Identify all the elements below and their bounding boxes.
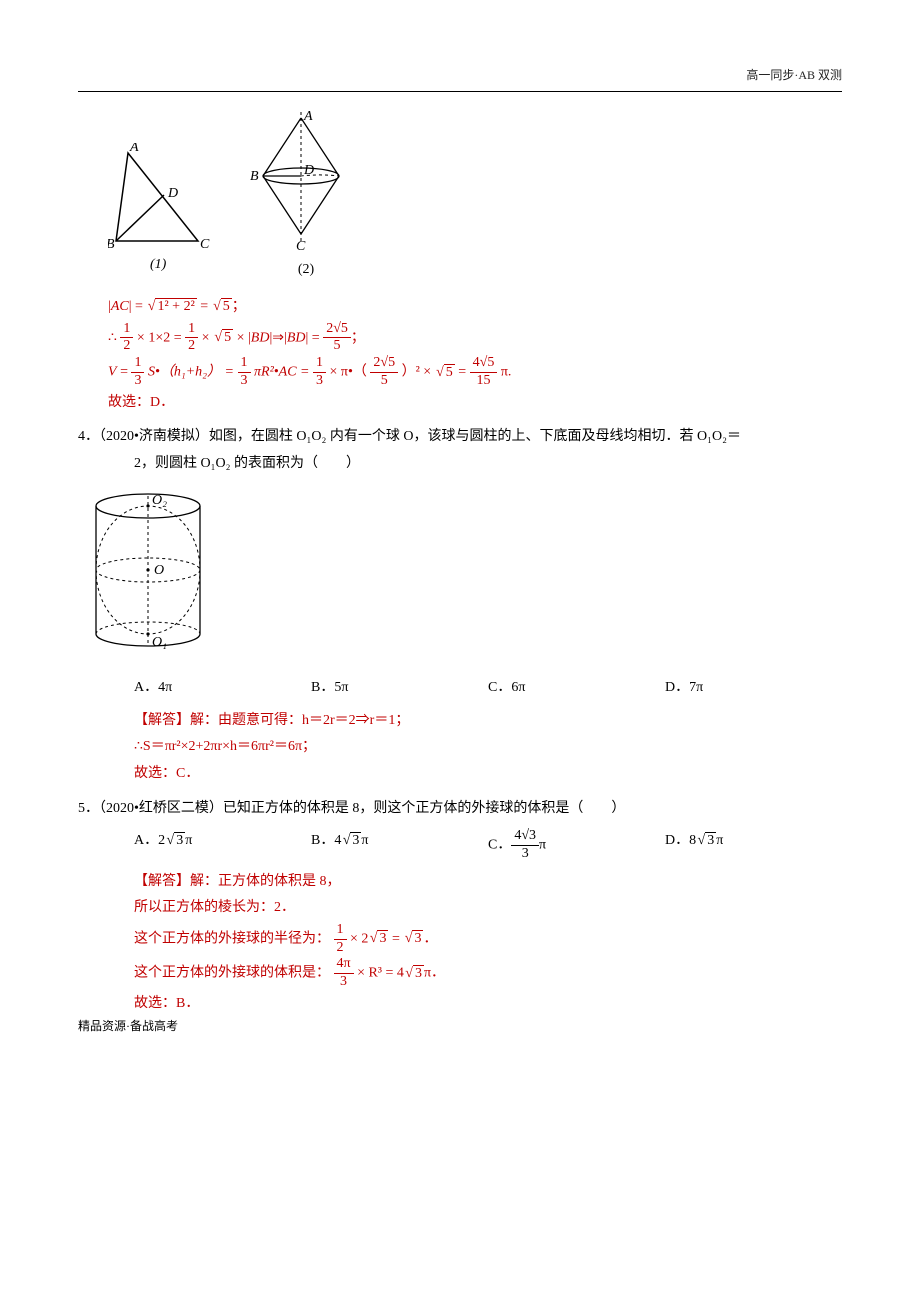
q4-sol-label: 【解答】 bbox=[134, 713, 190, 728]
sol3-line3: V = 13 S•（h₁+h₂） = 13 πR²•AC = 13 × π•（ … bbox=[108, 355, 842, 390]
question-5: 5．（2020•红桥区二模）已知正方体的体积是 8，则这个正方体的外接球的体积是… bbox=[108, 796, 842, 823]
sol3-radicand: 1² + 2² bbox=[155, 298, 196, 314]
q5-stem: 已知正方体的体积是 8，则这个正方体的外接球的体积是（ ） bbox=[223, 801, 626, 816]
svg-text:O: O bbox=[154, 563, 164, 578]
sol3-line2: ∴ 12 × 1×2 = 12 × 5 × |BD|⇒|BD| = 2√55； bbox=[108, 321, 842, 356]
q4-source: （2020•济南模拟） bbox=[99, 429, 209, 444]
q4-answer: 故选：C． bbox=[134, 761, 842, 788]
svg-text:(1): (1) bbox=[150, 257, 167, 272]
q4-options: A．4π B．5π C．6π D．7π bbox=[134, 675, 842, 702]
q5-answer: 故选：B． bbox=[134, 991, 842, 1018]
svg-text:O₁: O₁ bbox=[152, 635, 167, 650]
page-footer: 精品资源·备战高考 bbox=[78, 1015, 178, 1038]
svg-text:O₂: O₂ bbox=[152, 493, 167, 508]
svg-text:C: C bbox=[200, 237, 210, 252]
q5-opt-c: C．4√33π bbox=[488, 828, 665, 863]
page-header-right: 高一同步·AB 双测 bbox=[78, 64, 842, 87]
q4-opt-d: D．7π bbox=[665, 675, 842, 702]
q4-number: 4． bbox=[78, 429, 99, 444]
expr: |AC| = 1² + 2² = 5； bbox=[108, 299, 246, 314]
q5-solution: 【解答】解：正方体的体积是 8， bbox=[134, 869, 842, 896]
q5-opt-d: D．83π bbox=[665, 828, 842, 863]
q5-sol-line3: 这个正方体的外接球的半径为： 12 × 23 = 3． bbox=[134, 922, 842, 957]
q4-stem2: 2，则圆柱 O₁O₂ 的表面积为（ ） bbox=[134, 451, 842, 478]
svg-text:A: A bbox=[303, 110, 313, 124]
sol3-line1: |AC| = 1² + 2² = 5； bbox=[108, 294, 842, 321]
solution-3: |AC| = 1² + 2² = 5； ∴ 12 × 1×2 = 12 × 5 … bbox=[108, 294, 842, 416]
q5-sol-line4: 这个正方体的外接球的体积是： 4π3 × R³ = 43π． bbox=[134, 956, 842, 991]
sol3-answer: 故选：D． bbox=[108, 390, 842, 417]
svg-text:A: A bbox=[129, 143, 139, 155]
q4-opt-c: C．6π bbox=[488, 675, 665, 702]
svg-text:D: D bbox=[167, 186, 178, 201]
q4-sol-line1: 解：由题意可得：h＝2r＝2⇒r＝1； bbox=[190, 713, 409, 728]
q4-opt-b: B．5π bbox=[311, 675, 488, 702]
svg-text:B: B bbox=[108, 237, 115, 252]
figure-1: A D B C (1) bbox=[108, 143, 218, 284]
svg-text:D: D bbox=[303, 163, 314, 178]
figure-cylinder: O₂ O O₁ bbox=[78, 484, 842, 670]
figure-row: A D B C (1) A B D C . bbox=[108, 110, 842, 284]
figure-2: A B D C . (2) bbox=[246, 110, 366, 284]
svg-text:B: B bbox=[250, 169, 259, 184]
svg-text:C: C bbox=[296, 239, 306, 254]
q5-opt-b: B．43π bbox=[311, 828, 488, 863]
q5-number: 5． bbox=[78, 801, 99, 816]
q5-options: A．23π B．43π C．4√33π D．83π bbox=[134, 828, 842, 863]
q5-sol-label: 【解答】 bbox=[134, 874, 190, 889]
sol3-sqrt5: 5 bbox=[221, 298, 232, 314]
question-4: 4．（2020•济南模拟）如图，在圆柱 O₁O₂ 内有一个球 O，该球与圆柱的上… bbox=[108, 424, 842, 451]
q5-sol-line2: 所以正方体的棱长为：2． bbox=[134, 895, 842, 922]
q4-solution: 【解答】解：由题意可得：h＝2r＝2⇒r＝1； bbox=[134, 708, 842, 735]
header-rule bbox=[78, 91, 842, 92]
q5-sol-line1: 解：正方体的体积是 8， bbox=[190, 874, 341, 889]
q4-stem1: 如图，在圆柱 O₁O₂ 内有一个球 O，该球与圆柱的上、下底面及母线均相切．若 … bbox=[209, 429, 741, 444]
q4-sol-line2: ∴S＝πr²×2+2πr×h＝6πr²＝6π； bbox=[134, 734, 842, 761]
q5-opt-a: A．23π bbox=[134, 828, 311, 863]
q4-opt-a: A．4π bbox=[134, 675, 311, 702]
q5-source: （2020•红桥区二模） bbox=[99, 801, 223, 816]
txt: ∴ bbox=[108, 330, 120, 345]
figure-2-caption: (2) bbox=[246, 257, 366, 284]
